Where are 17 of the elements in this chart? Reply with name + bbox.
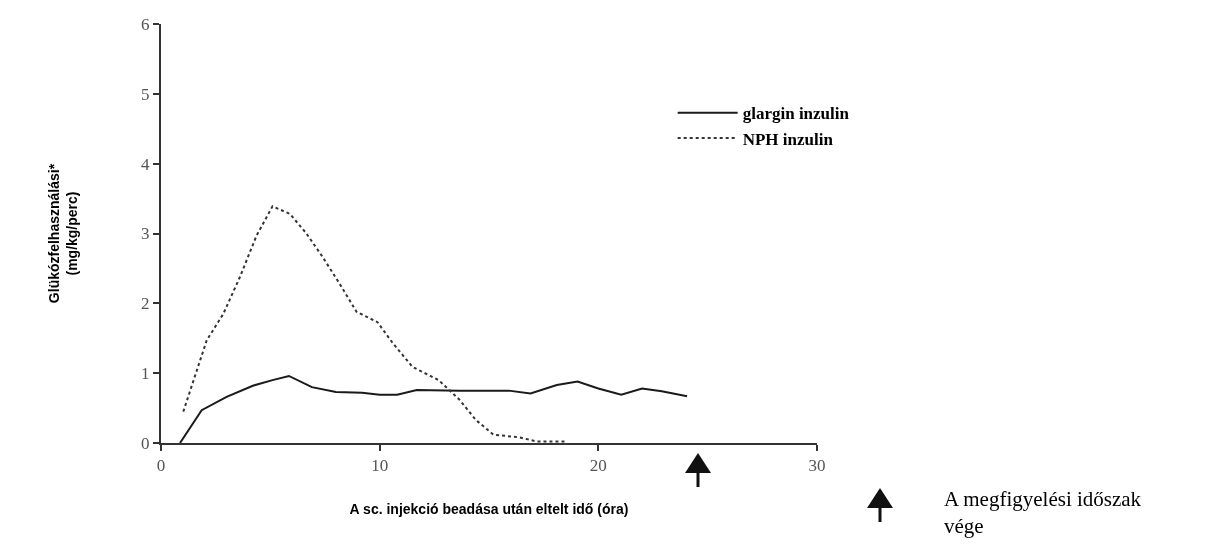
y-tick-label: 5 [141,84,150,104]
x-tick-label: 20 [589,456,607,476]
x-axis-title: A sc. injekció beadása után eltelt idő (óra) [349,501,629,518]
legend-label: glargin inzulin [742,104,850,124]
text: A megfigyelési időszak vége [944,487,1142,539]
y-tick-label: 4 [141,154,151,174]
legend-label: NPH inzulin [742,129,834,149]
y-tick-label: 3 [141,224,150,244]
x-tick-label: 0 [156,456,166,476]
y-tick-label: 0 [141,433,150,453]
x-tick-label: 30 [808,456,826,476]
y-tick-label: 2 [141,294,150,314]
y-axis-title: Glükózfelhasználási* (mg/kg/perc) [46,163,81,304]
x-tick-label: 10 [371,456,389,476]
y-tick-label: 6 [141,14,150,34]
line-series [179,374,689,443]
y-tick-label: 1 [141,364,150,384]
